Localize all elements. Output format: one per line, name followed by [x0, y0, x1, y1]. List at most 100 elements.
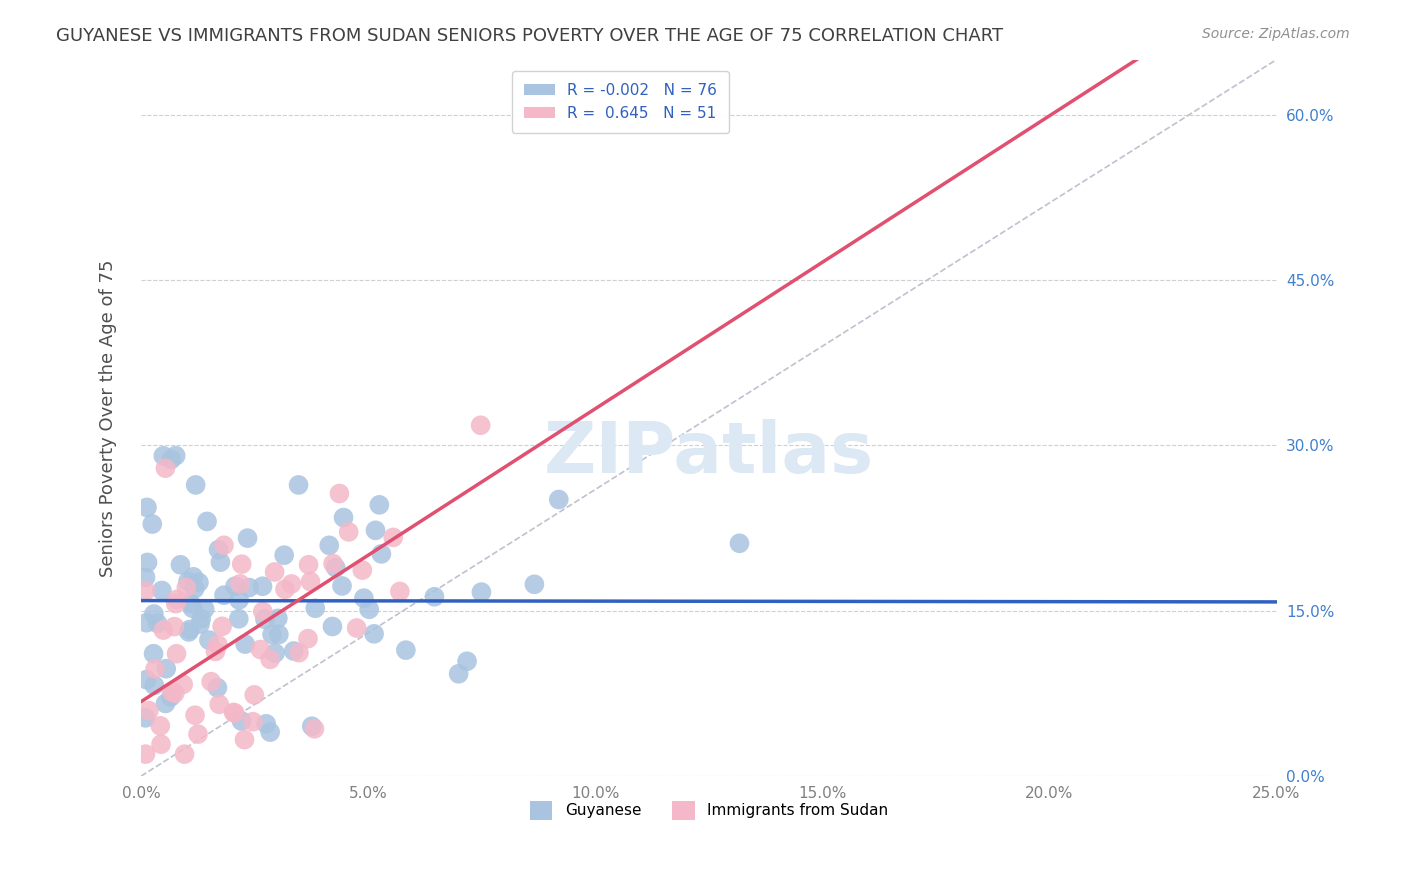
Point	[200, 674, 222, 689]
Point	[264, 646, 287, 660]
Point	[172, 677, 194, 691]
Point	[364, 524, 387, 538]
Point	[470, 418, 492, 433]
Point	[155, 697, 177, 711]
Point	[181, 601, 204, 615]
Point	[136, 556, 159, 570]
Point	[254, 716, 277, 731]
Point	[149, 719, 172, 733]
Point	[322, 557, 344, 571]
Point	[238, 581, 260, 595]
Point	[207, 681, 229, 695]
Point	[188, 617, 211, 632]
Point	[259, 725, 281, 739]
Point	[325, 560, 347, 574]
Point	[166, 647, 188, 661]
Point	[224, 706, 246, 720]
Point	[231, 557, 253, 571]
Point	[212, 588, 235, 602]
Point	[152, 623, 174, 637]
Point	[288, 646, 311, 660]
Point	[287, 478, 309, 492]
Point	[236, 531, 259, 545]
Point	[208, 698, 231, 712]
Point	[299, 574, 322, 589]
Point	[187, 727, 209, 741]
Point	[359, 602, 381, 616]
Point	[233, 637, 256, 651]
Point	[297, 632, 319, 646]
Text: GUYANESE VS IMMIGRANTS FROM SUDAN SENIORS POVERTY OVER THE AGE OF 75 CORRELATION: GUYANESE VS IMMIGRANTS FROM SUDAN SENIOR…	[56, 27, 1004, 45]
Point	[228, 592, 250, 607]
Point	[523, 577, 546, 591]
Point	[136, 500, 159, 515]
Point	[160, 685, 183, 699]
Point	[166, 592, 188, 607]
Point	[304, 722, 326, 736]
Point	[187, 575, 209, 590]
Point	[198, 633, 221, 648]
Point	[370, 547, 392, 561]
Point	[233, 732, 256, 747]
Point	[212, 538, 235, 552]
Point	[332, 510, 354, 524]
Point	[363, 627, 385, 641]
Point	[146, 616, 169, 631]
Point	[297, 558, 319, 572]
Point	[368, 498, 391, 512]
Point	[180, 597, 202, 611]
Point	[395, 643, 418, 657]
Point	[204, 644, 226, 658]
Point	[470, 585, 492, 599]
Point	[163, 619, 186, 633]
Point	[243, 688, 266, 702]
Point	[169, 558, 191, 572]
Text: Source: ZipAtlas.com: Source: ZipAtlas.com	[1202, 27, 1350, 41]
Point	[134, 583, 156, 598]
Text: ZIPatlas: ZIPatlas	[544, 419, 873, 488]
Point	[209, 555, 232, 569]
Point	[273, 548, 295, 562]
Point	[143, 678, 166, 692]
Point	[222, 706, 245, 720]
Point	[184, 478, 207, 492]
Point	[330, 579, 353, 593]
Point	[165, 449, 187, 463]
Point	[337, 524, 360, 539]
Point	[160, 690, 183, 704]
Point	[177, 574, 200, 589]
Point	[456, 654, 478, 668]
Point	[260, 627, 283, 641]
Point	[134, 747, 156, 761]
Point	[134, 711, 156, 725]
Point	[447, 666, 470, 681]
Point	[547, 492, 569, 507]
Point	[211, 619, 233, 633]
Point	[138, 704, 160, 718]
Point	[183, 570, 205, 584]
Point	[388, 584, 411, 599]
Point	[280, 577, 302, 591]
Point	[152, 449, 174, 463]
Point	[177, 624, 200, 639]
Point	[353, 591, 375, 606]
Point	[183, 582, 205, 596]
Point	[352, 563, 374, 577]
Point	[184, 708, 207, 723]
Y-axis label: Seniors Poverty Over the Age of 75: Seniors Poverty Over the Age of 75	[100, 260, 117, 576]
Point	[142, 607, 165, 621]
Legend: Guyanese, Immigrants from Sudan: Guyanese, Immigrants from Sudan	[523, 795, 894, 826]
Point	[142, 647, 165, 661]
Point	[134, 570, 156, 584]
Point	[150, 583, 173, 598]
Point	[135, 673, 157, 687]
Point	[274, 582, 297, 597]
Point	[301, 719, 323, 733]
Point	[143, 662, 166, 676]
Point	[249, 642, 271, 657]
Point	[231, 714, 253, 728]
Point	[382, 530, 405, 544]
Point	[176, 581, 198, 595]
Point	[160, 452, 183, 467]
Point	[194, 602, 217, 616]
